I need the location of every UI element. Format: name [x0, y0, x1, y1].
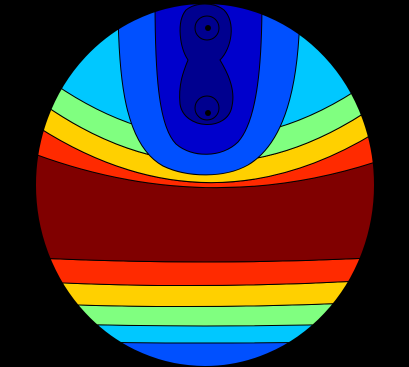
source-marker-lower	[194, 95, 220, 121]
source-marker-lower-dot	[205, 110, 211, 116]
band-darkest-blue	[179, 3, 234, 125]
disc-outline	[34, 2, 376, 367]
source-marker-upper	[194, 15, 220, 41]
source-marker-upper-dot	[205, 25, 211, 31]
